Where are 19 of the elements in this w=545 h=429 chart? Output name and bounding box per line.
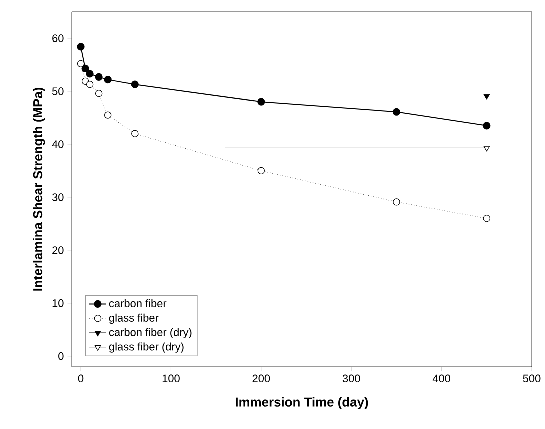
x-tick-label: 300 [342,374,360,383]
x-axis-title: Immersion Time (day) [236,397,368,410]
y-tick-label: 10 [52,300,64,308]
x-tick-label: 0 [78,374,84,383]
y-tick-label: 40 [52,140,64,148]
x-tick-label: 100 [162,374,180,383]
x-tick-label: 400 [432,374,451,383]
y-axis-title: Interlamina Shear Strength (MPa) [33,88,46,291]
y-tick-label: 30 [52,194,64,202]
legend-label: glass fiber (dry) [109,342,184,353]
legend-label: carbon fiber (dry) [109,328,192,339]
x-tick-label: 200 [252,374,270,383]
y-tick-label: 20 [52,246,64,254]
y-tick-label: 50 [52,88,64,96]
x-tick-label: 500 [523,374,541,383]
y-tick-label: 0 [58,352,64,360]
legend-label: carbon fiber [109,299,167,308]
legend-label: glass fiber [109,314,159,324]
y-tick-label: 60 [52,34,64,42]
